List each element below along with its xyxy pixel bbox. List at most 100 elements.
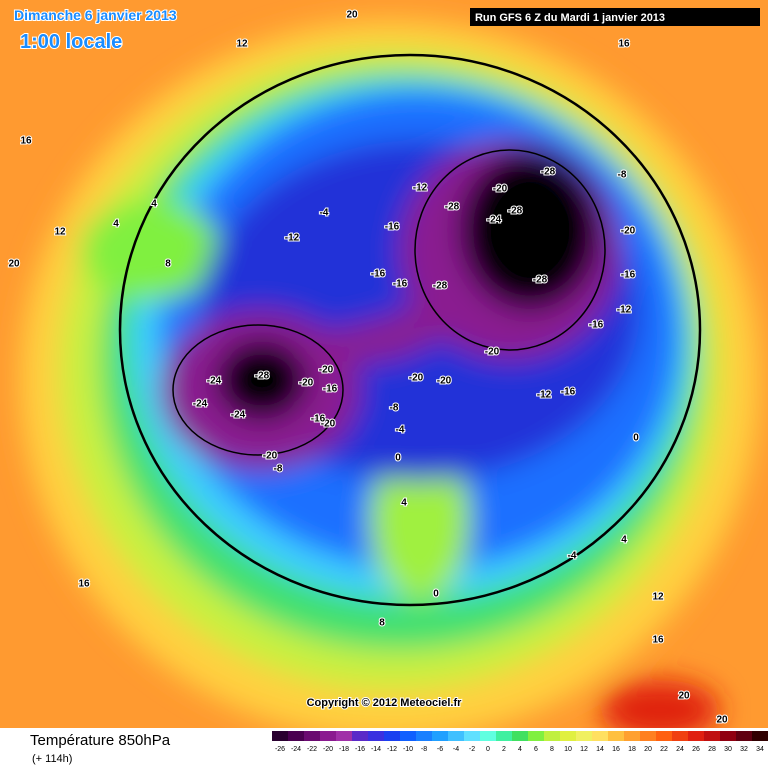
colorbar-tick: 10 xyxy=(564,746,572,753)
contour-label: -12 xyxy=(413,183,428,194)
contour-label: 0 xyxy=(633,433,639,444)
colorbar-tick: 22 xyxy=(660,746,668,753)
contour-label: 0 xyxy=(395,453,401,464)
colorbar-tick: 32 xyxy=(740,746,748,753)
colorbar-tick: 8 xyxy=(550,746,554,753)
contour-label: -16 xyxy=(589,320,604,331)
colorbar-swatch xyxy=(384,731,400,741)
footer: Température 850hPa (+ 114h) -26 -24 -22 -20… xyxy=(30,731,768,765)
colorbar: -26 -24 -22 -20 -18 -16 -14 -12 -10 -8 -6 -4 -2 0 2 4 6 8… xyxy=(272,731,768,753)
run: Run GFS 6 Z du Mardi 1 janvier 2013 xyxy=(475,12,665,24)
colorbar-tick: 34 xyxy=(756,746,764,753)
contour-label: -28 xyxy=(433,281,448,292)
colorbar-tick: -8 xyxy=(421,746,427,753)
colorbar-tick: 12 xyxy=(580,746,588,753)
colorbar-swatch xyxy=(592,731,608,741)
colorbar-swatch xyxy=(352,731,368,741)
contour-label: -20 xyxy=(485,347,500,358)
contour-label: -28 xyxy=(541,167,556,178)
colorbar-tick: 16 xyxy=(612,746,620,753)
contour-label: 8 xyxy=(165,259,171,270)
contour-label: -20 xyxy=(621,226,636,237)
contour-label: 20 xyxy=(716,715,728,726)
contour-label: -24 xyxy=(231,410,246,421)
colorbar-swatch xyxy=(688,731,704,741)
colorbar-swatch xyxy=(560,731,576,741)
colorbar-tick: 4 xyxy=(518,746,522,753)
colorbar-swatch xyxy=(608,731,624,741)
contour-label: -8 xyxy=(390,403,399,414)
colorbar-tick: -6 xyxy=(437,746,443,753)
contour-label: -20 xyxy=(493,184,508,195)
contour-label: -24 xyxy=(487,215,502,226)
contour-label: -8 xyxy=(618,170,627,181)
colorbar-tick: -22 xyxy=(307,746,317,753)
colorbar-tick: -10 xyxy=(403,746,413,753)
contour-label: 4 xyxy=(151,199,157,210)
colorbar-swatch xyxy=(576,731,592,741)
colorbar-tick: 26 xyxy=(692,746,700,753)
colorbar-tick: -4 xyxy=(453,746,459,753)
colorbar-swatch xyxy=(400,731,416,741)
contour-label: 8 xyxy=(379,618,385,629)
contour-label: -16 xyxy=(371,269,386,280)
footer-title: Température 850hPa xyxy=(30,732,171,749)
colorbar-tick: -18 xyxy=(339,746,349,753)
colorbar-tick: 28 xyxy=(708,746,716,753)
contour-label: 12 xyxy=(652,592,664,603)
colorbar-tick: 24 xyxy=(676,746,684,753)
colorbar-swatch xyxy=(432,731,448,741)
colorbar-tick: 2 xyxy=(502,746,506,753)
colorbar-tick: -24 xyxy=(291,746,301,753)
colorbar-swatch xyxy=(304,731,320,741)
contour-label: -20 xyxy=(263,451,278,462)
colorbar-swatch xyxy=(656,731,672,741)
colorbar-swatch xyxy=(720,731,736,741)
colorbar-tick: 18 xyxy=(628,746,636,753)
contour-label: 12 xyxy=(54,227,66,238)
colorbar-swatch xyxy=(496,731,512,741)
contour-label: -16 xyxy=(393,279,408,290)
contour-labels: -28-28-28-28-28 -28-24-24-24-24-20-20-20-… xyxy=(7,9,729,727)
contour-label: 16 xyxy=(618,39,630,50)
colorbar-swatch xyxy=(544,731,560,741)
date: Dimanche 6 janvier 2013 xyxy=(14,7,177,23)
map: -28-28-28-28-28 -28-24-24-24-24-20-20-20-… xyxy=(0,0,768,728)
colorbar-swatch xyxy=(288,731,304,741)
colorbar-tick: 30 xyxy=(724,746,732,753)
colorbar-swatch xyxy=(640,731,656,741)
colorbar-swatch xyxy=(512,731,528,741)
contour-label: -4 xyxy=(396,425,405,436)
contour-label: -16 xyxy=(621,270,636,281)
colorbar-tick: -12 xyxy=(387,746,397,753)
footer-subtitle: (+ 114h) xyxy=(32,753,72,765)
contour-label: 16 xyxy=(20,136,32,147)
contour-label: -12 xyxy=(617,305,632,316)
colorbar-swatch xyxy=(704,731,720,741)
colorbar-tick: -26 xyxy=(275,746,285,753)
colorbar-swatch xyxy=(368,731,384,741)
contour-label: -28 xyxy=(255,371,270,382)
contour-label: -16 xyxy=(561,387,576,398)
contour-label: 20 xyxy=(678,691,690,702)
contour-label: -16 xyxy=(311,414,326,425)
colorbar-tick: -16 xyxy=(355,746,365,753)
contour-label: -28 xyxy=(533,275,548,286)
colorbar-tick: 14 xyxy=(596,746,604,753)
contour-label: -12 xyxy=(537,390,552,401)
copyright: Copyright © 2012 Meteociel.fr xyxy=(307,697,463,709)
contour-label: -8 xyxy=(274,464,283,475)
contour-label: -20 xyxy=(299,378,314,389)
colorbar-swatch xyxy=(752,731,768,741)
contour-label: 0 xyxy=(433,589,439,600)
contour-label: -16 xyxy=(385,222,400,233)
colorbar-tick: -2 xyxy=(469,746,475,753)
contour-label: -20 xyxy=(321,419,336,430)
colorbar-swatch xyxy=(480,731,496,741)
colorbar-swatch xyxy=(272,731,288,741)
colorbar-swatch xyxy=(464,731,480,741)
contour-label: -20 xyxy=(319,365,334,376)
colorbar-swatch xyxy=(448,731,464,741)
contour-label: 4 xyxy=(113,219,119,230)
